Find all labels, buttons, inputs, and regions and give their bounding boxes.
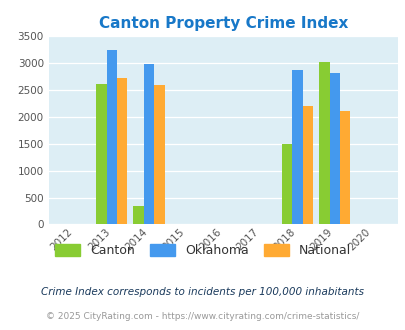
Bar <box>318 62 329 224</box>
Text: Crime Index corresponds to incidents per 100,000 inhabitants: Crime Index corresponds to incidents per… <box>41 287 364 297</box>
Bar <box>107 50 117 224</box>
Bar <box>281 144 292 224</box>
Bar <box>339 111 350 224</box>
Bar <box>292 70 302 224</box>
Text: © 2025 CityRating.com - https://www.cityrating.com/crime-statistics/: © 2025 CityRating.com - https://www.city… <box>46 312 359 321</box>
Bar <box>143 64 154 224</box>
Bar <box>117 78 127 224</box>
Bar <box>96 83 107 224</box>
Bar <box>329 73 339 224</box>
Bar <box>154 85 164 224</box>
Legend: Canton, Oklahoma, National: Canton, Oklahoma, National <box>50 239 355 262</box>
Bar <box>133 206 143 224</box>
Title: Canton Property Crime Index: Canton Property Crime Index <box>98 16 347 31</box>
Bar <box>302 106 312 224</box>
